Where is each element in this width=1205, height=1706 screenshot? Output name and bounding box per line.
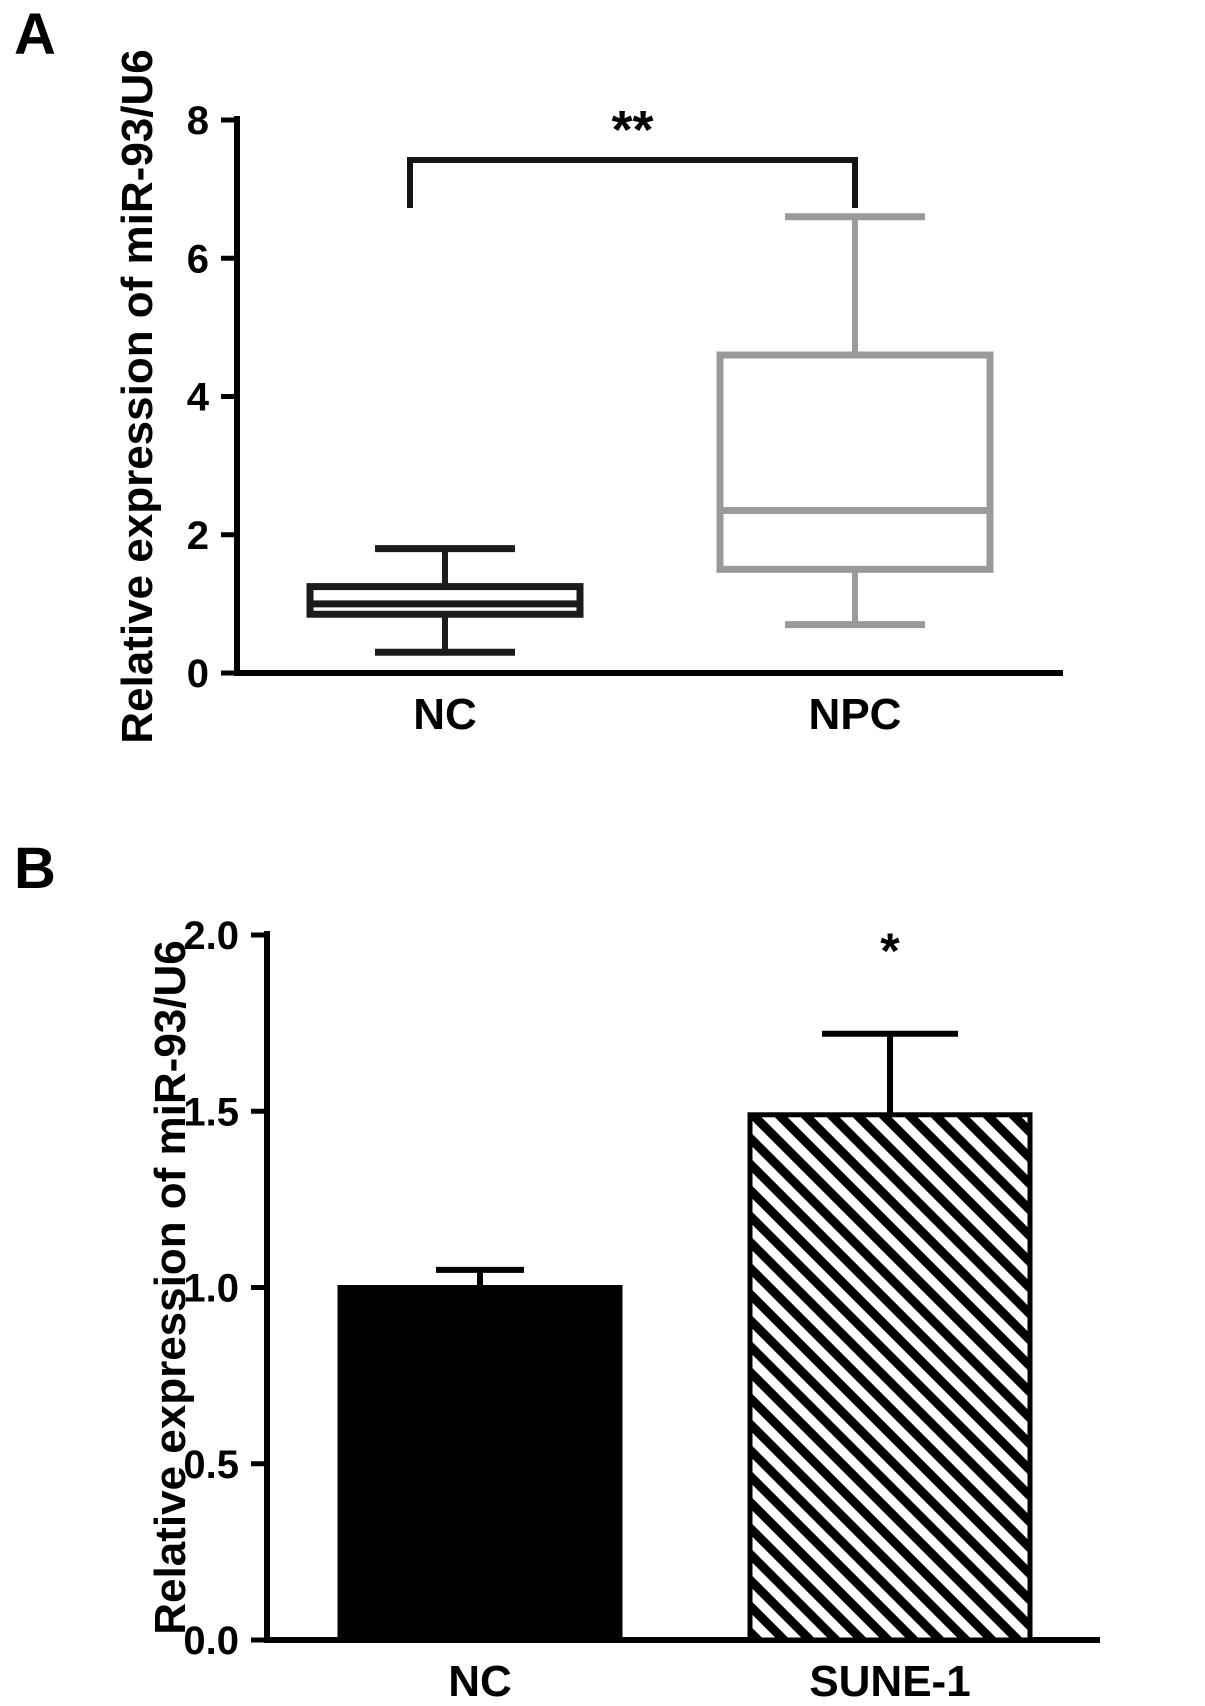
y-tick-label: 2.0 bbox=[183, 914, 239, 958]
significance-bracket bbox=[407, 157, 858, 208]
bar-nc bbox=[337, 1285, 623, 1643]
y-tick-label: 4 bbox=[187, 376, 210, 420]
category-label: SUNE-1 bbox=[809, 1657, 970, 1706]
y-tick-label: 0 bbox=[187, 652, 209, 696]
y-tick-label: 1.5 bbox=[183, 1090, 239, 1134]
category-label: NC bbox=[413, 690, 477, 739]
significance-label: * bbox=[880, 923, 900, 979]
y-axis-label: Relative expression of miR-93/U6 bbox=[113, 49, 162, 743]
panel-b-label: B bbox=[14, 836, 56, 901]
category-label: NC bbox=[448, 1657, 512, 1706]
significance-label: ** bbox=[611, 100, 653, 160]
y-tick-label: 0.0 bbox=[183, 1619, 239, 1663]
y-tick-label: 0.5 bbox=[183, 1443, 239, 1487]
y-axis-label: Relative expression of miR-93/U6 bbox=[146, 940, 195, 1634]
panel-a-boxplot: 0 2 4 6 8 Relative expression of miR-93/U6 NC N… bbox=[113, 49, 1063, 744]
y-tick-label: 2 bbox=[187, 514, 209, 558]
category-label: NPC bbox=[809, 690, 902, 739]
y-tick-label: 1.0 bbox=[183, 1267, 239, 1311]
panel-a-label: A bbox=[14, 2, 56, 67]
y-tick-label: 6 bbox=[187, 237, 209, 281]
y-tick-label: 8 bbox=[187, 99, 209, 143]
box-npc bbox=[716, 351, 994, 573]
bar-sune-1 bbox=[747, 1112, 1033, 1643]
